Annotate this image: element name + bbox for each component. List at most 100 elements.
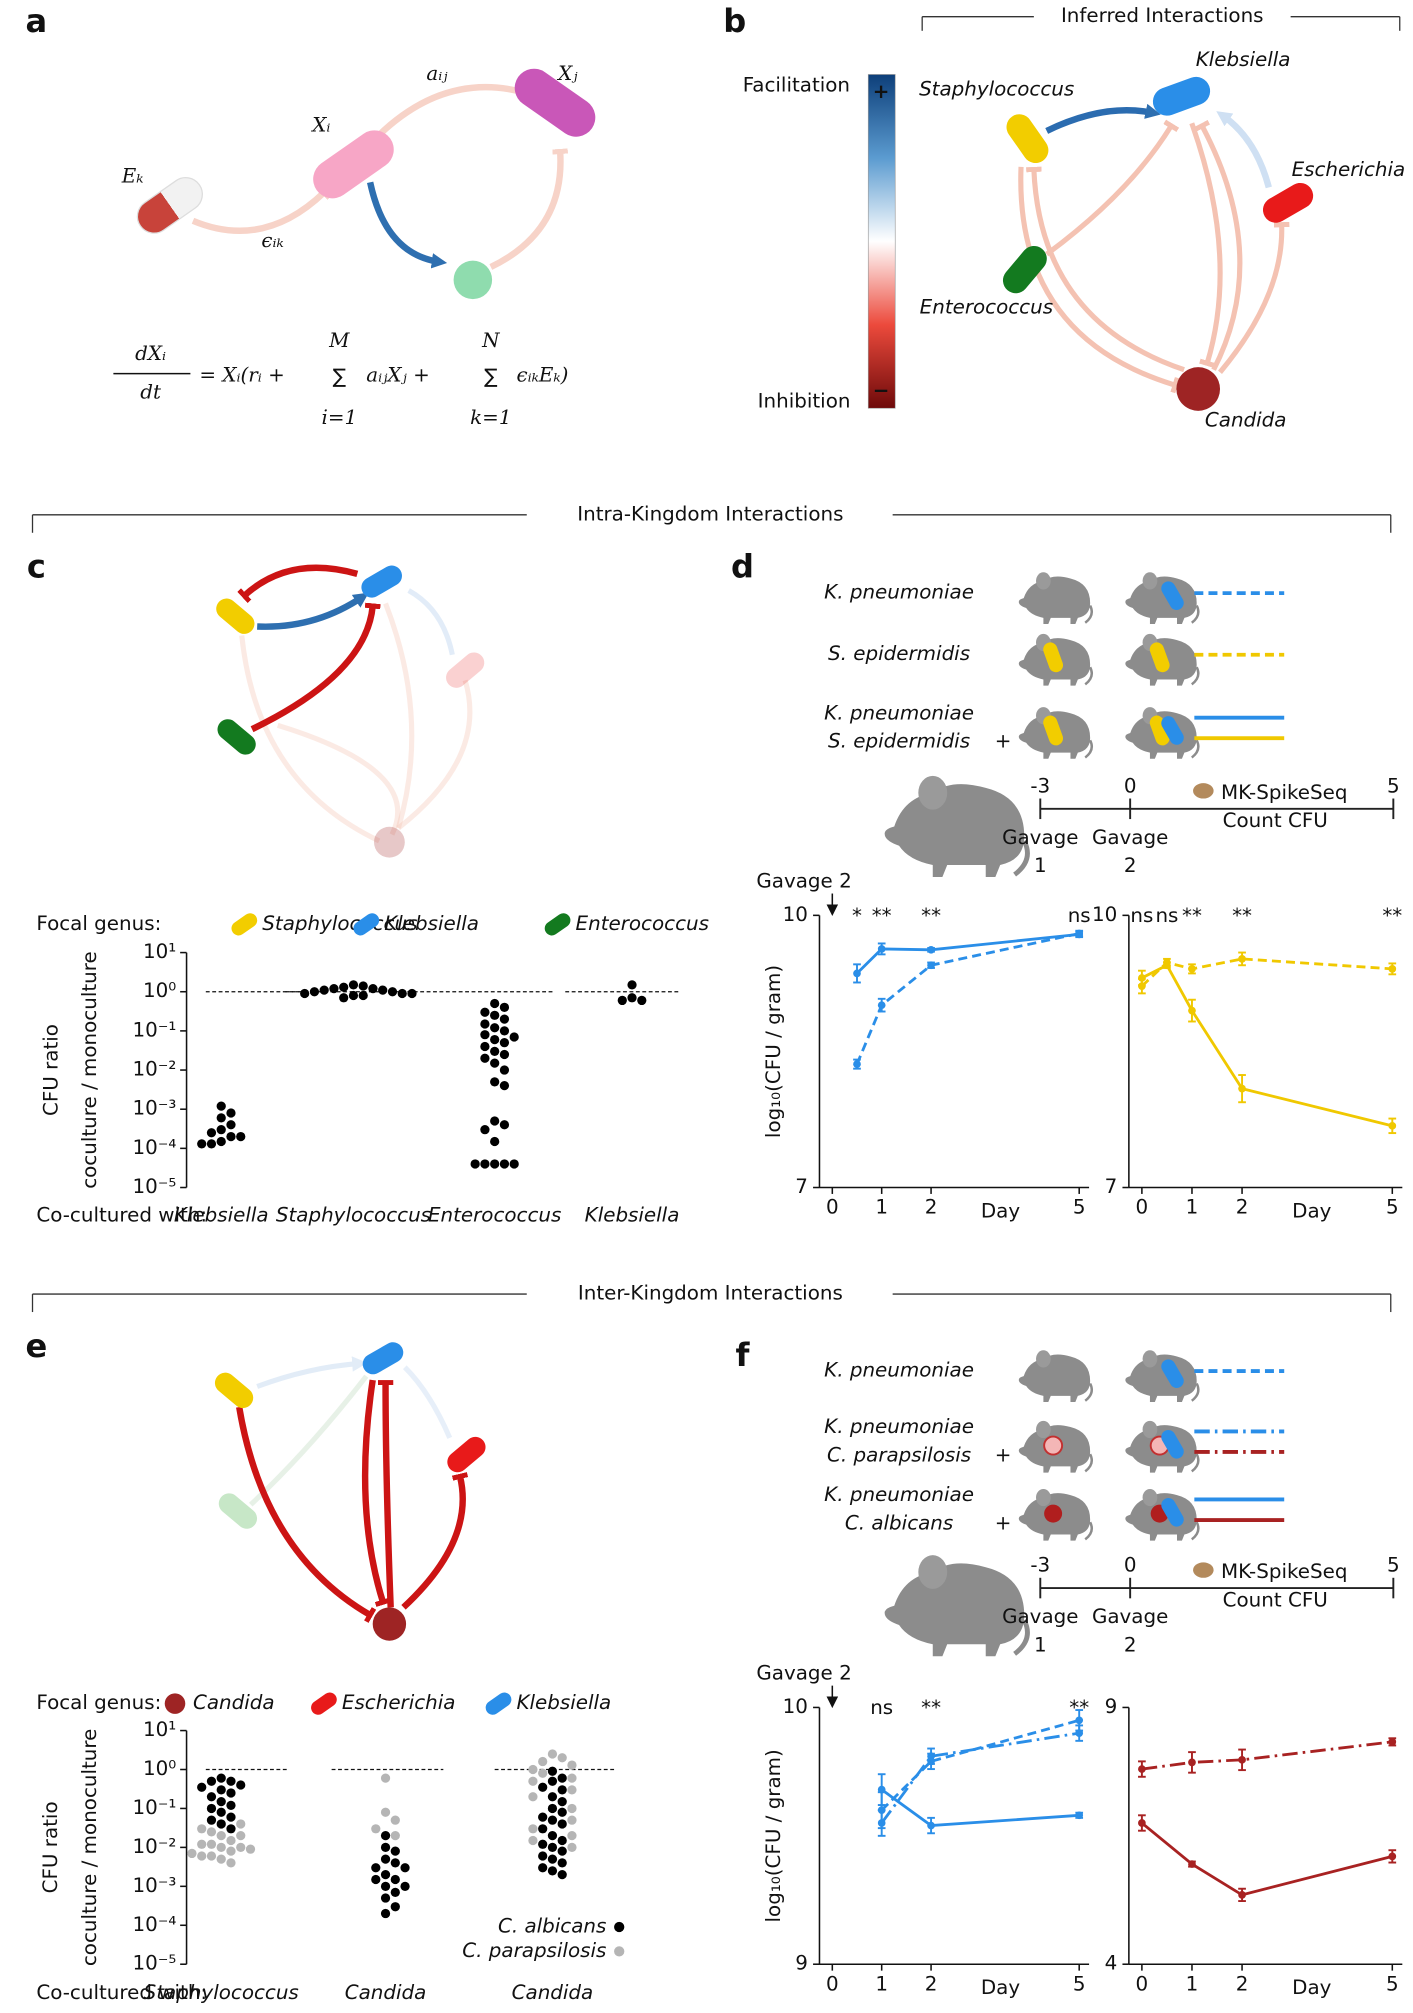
dot <box>480 1053 490 1063</box>
dot <box>390 1846 400 1856</box>
point <box>1388 1738 1397 1746</box>
dot <box>567 1785 577 1795</box>
x-axis-label: Day <box>1292 1199 1331 1222</box>
marker-label: Gavage 2 <box>756 869 851 892</box>
dot <box>226 1824 236 1834</box>
fungus <box>1044 1504 1063 1523</box>
x-axis-label: Day <box>981 1199 1020 1222</box>
y-tick-label: 10⁻⁴ <box>133 1913 177 1936</box>
timeline-event: Gavage <box>1002 1605 1078 1628</box>
timeline-event: 1 <box>1034 854 1047 877</box>
dot <box>547 1803 558 1814</box>
dot <box>236 1819 246 1829</box>
dot <box>528 1764 538 1775</box>
dot <box>348 990 359 1001</box>
equation: ∑ <box>484 365 497 388</box>
point <box>853 1060 861 1068</box>
node <box>1176 367 1221 411</box>
x-tick-label: 5 <box>1073 1972 1086 1995</box>
dot <box>226 1800 236 1810</box>
row-label: S. epidermidis <box>828 642 970 665</box>
equation: = Xᵢ(rᵢ + <box>199 364 284 387</box>
timeline-label: 0 <box>1124 774 1137 797</box>
dot <box>236 1131 246 1142</box>
edge <box>191 185 332 234</box>
point <box>927 1821 935 1830</box>
dot <box>617 995 627 1006</box>
dot <box>490 1010 500 1020</box>
point <box>1238 1755 1246 1764</box>
y-tick-label: 10⁻³ <box>133 1097 177 1120</box>
edge <box>489 148 568 270</box>
series-line <box>1140 957 1393 988</box>
dot <box>538 1863 548 1873</box>
legend-label: C. parapsilosis <box>462 1939 606 1962</box>
dot <box>380 1881 391 1891</box>
dot <box>358 981 368 991</box>
dot <box>480 1159 490 1169</box>
focal-icon <box>353 913 380 936</box>
node <box>1002 245 1047 294</box>
timeline-label: 5 <box>1387 774 1400 797</box>
edge <box>407 588 455 656</box>
dot <box>371 1874 381 1885</box>
y-tick-label: 10⁻² <box>133 1835 177 1858</box>
y-tick-label: 10⁻² <box>133 1058 177 1081</box>
fungus <box>1043 1435 1064 1456</box>
y-axis-label: CFU ratio <box>39 1801 62 1893</box>
dot <box>490 1136 500 1147</box>
significance: ** <box>872 904 892 927</box>
dot <box>547 1792 558 1802</box>
dot <box>567 1815 577 1825</box>
dot <box>197 1824 207 1834</box>
equation: ϵᵢₖEₖ) <box>516 364 568 387</box>
significance: ns <box>870 1696 893 1719</box>
dot <box>348 980 359 990</box>
edge <box>250 602 381 733</box>
colorbar-sign: + <box>873 80 890 103</box>
dot <box>371 1824 381 1834</box>
dot <box>206 1792 217 1802</box>
focal-label: Focal genus: <box>36 1691 161 1714</box>
dot <box>499 1081 510 1091</box>
node-label: Xᵢ <box>310 113 330 136</box>
point <box>1075 1729 1084 1737</box>
edge <box>1216 111 1272 189</box>
series-line <box>855 932 1080 1065</box>
dot <box>547 1866 558 1876</box>
equation: i=1 <box>322 406 358 429</box>
x-tick-label: 5 <box>1386 1972 1399 1995</box>
y-tick-label: 7 <box>1105 1175 1118 1198</box>
y-tick-label: 10¹ <box>143 1718 176 1741</box>
y-axis-label: coculture / monoculture <box>78 1729 101 1967</box>
node-label: Xⱼ <box>556 62 578 85</box>
y-tick-label: 10⁰ <box>143 979 176 1002</box>
dot <box>380 1773 391 1783</box>
point <box>1388 1121 1397 1130</box>
y-tick-label: 10⁻¹ <box>133 1018 177 1041</box>
dot <box>380 1869 391 1880</box>
dot <box>358 990 368 1001</box>
edge <box>396 679 473 831</box>
dot <box>528 1792 538 1802</box>
dot <box>557 1846 567 1856</box>
panel-label: e <box>25 1327 47 1365</box>
timeline-event: Gavage <box>1092 1605 1168 1628</box>
dot <box>499 1038 510 1048</box>
colorbar-sign: − <box>873 379 890 402</box>
dot <box>206 1839 217 1849</box>
significance: ns <box>1155 904 1178 927</box>
edge <box>248 1374 369 1507</box>
dot <box>490 1023 500 1033</box>
significance: ns <box>1130 904 1153 927</box>
focal-icon <box>485 1692 512 1715</box>
dot <box>557 1796 567 1807</box>
mouse <box>1017 571 1094 626</box>
node <box>446 652 485 688</box>
timeline-readout: Count CFU <box>1223 809 1328 832</box>
dot <box>216 1773 226 1783</box>
x-tick-label: Staphylococcus <box>276 1203 431 1226</box>
x-tick-label: 1 <box>1186 1972 1199 1995</box>
edge <box>377 1380 394 1608</box>
